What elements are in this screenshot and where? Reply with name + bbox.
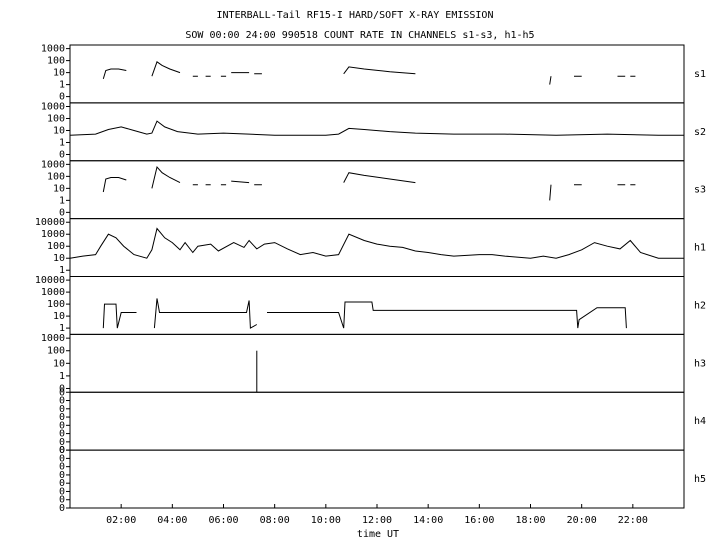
panel-frame <box>69 391 685 451</box>
series-label: s3 <box>694 185 706 196</box>
panel-frame <box>69 449 685 509</box>
y-tick-label: 10000 <box>35 217 65 228</box>
x-tick-label: 18:00 <box>515 515 545 526</box>
y-tick-label: 1000 <box>41 229 65 240</box>
panel-frame <box>69 44 685 104</box>
x-tick-label: 06:00 <box>208 515 238 526</box>
y-tick-label: 10 <box>53 68 65 79</box>
chart-subtitle: SOW 00:00 24:00 990518 COUNT RATE IN CHA… <box>185 30 534 41</box>
y-tick-label: 100 <box>47 346 65 357</box>
series-label: s1 <box>694 69 706 80</box>
x-tick-label: 20:00 <box>567 515 597 526</box>
y-tick-label: 100 <box>47 299 65 310</box>
y-tick-label: 0 <box>59 207 65 218</box>
y-tick-label: 0 <box>59 429 65 440</box>
y-tick-label: 0 <box>59 445 65 456</box>
x-tick-label: 02:00 <box>106 515 136 526</box>
x-tick-label: 10:00 <box>311 515 341 526</box>
y-tick-label: 10 <box>53 358 65 369</box>
y-tick-label: 0 <box>59 387 65 398</box>
series-line <box>69 120 684 136</box>
y-tick-label: 1 <box>59 137 65 148</box>
panel-frame <box>69 333 685 393</box>
series-line <box>102 165 636 201</box>
x-tick-label: 04:00 <box>157 515 187 526</box>
series-label: h5 <box>694 474 706 485</box>
y-tick-label: 10 <box>53 125 65 136</box>
series-label: h1 <box>694 243 706 254</box>
series-line <box>102 298 627 329</box>
y-tick-label: 0 <box>59 412 65 423</box>
series-line <box>69 227 684 259</box>
x-tick-label: 14:00 <box>413 515 443 526</box>
x-axis-label: time UT <box>357 529 399 540</box>
y-tick-label: 10000 <box>35 275 65 286</box>
y-tick-label: 1 <box>59 323 65 334</box>
y-tick-label: 10 <box>53 183 65 194</box>
y-tick-label: 0 <box>59 495 65 506</box>
panel-frame <box>69 276 685 335</box>
y-tick-label: 10 <box>53 253 65 264</box>
y-tick-label: 1000 <box>41 44 65 55</box>
series-label: h2 <box>694 300 706 311</box>
y-tick-label: 100 <box>47 56 65 67</box>
x-tick-label: 16:00 <box>464 515 494 526</box>
y-tick-label: 1000 <box>41 333 65 344</box>
chart-title: INTERBALL-Tail RF15-I HARD/SOFT X-RAY EM… <box>217 10 494 21</box>
y-tick-label: 1 <box>59 371 65 382</box>
series-line <box>102 61 636 85</box>
y-tick-label: 100 <box>47 113 65 124</box>
y-tick-label: 0 <box>59 462 65 473</box>
y-tick-label: 1000 <box>41 101 65 112</box>
y-tick-label: 1000 <box>41 287 65 298</box>
y-tick-label: 0 <box>59 478 65 489</box>
x-tick-label: 22:00 <box>618 515 648 526</box>
y-tick-label: 1 <box>59 195 65 206</box>
series-label: h3 <box>694 358 706 369</box>
series-label: h4 <box>694 416 706 427</box>
y-tick-label: 1000 <box>41 159 65 170</box>
y-tick-label: 0 <box>59 396 65 407</box>
panel-frame <box>69 160 685 220</box>
y-tick-label: 0 <box>59 486 65 497</box>
panel-frame <box>69 218 685 277</box>
panel-frame <box>69 102 685 162</box>
y-tick-label: 10 <box>53 311 65 322</box>
y-tick-label: 0 <box>59 404 65 415</box>
y-tick-label: 0 <box>59 420 65 431</box>
x-tick-label: 08:00 <box>260 515 290 526</box>
y-tick-label: 0 <box>59 445 65 456</box>
y-tick-label: 0 <box>59 470 65 481</box>
y-tick-label: 1 <box>59 80 65 91</box>
series-label: s2 <box>694 127 706 138</box>
y-tick-label: 0 <box>59 92 65 103</box>
y-tick-label: 0 <box>59 383 65 394</box>
y-tick-label: 0 <box>59 437 65 448</box>
y-tick-label: 100 <box>47 171 65 182</box>
y-tick-label: 1 <box>59 265 65 276</box>
y-tick-label: 100 <box>47 241 65 252</box>
y-tick-label: 0 <box>59 503 65 514</box>
y-tick-label: 0 <box>59 453 65 464</box>
y-tick-label: 0 <box>59 149 65 160</box>
x-tick-label: 12:00 <box>362 515 392 526</box>
